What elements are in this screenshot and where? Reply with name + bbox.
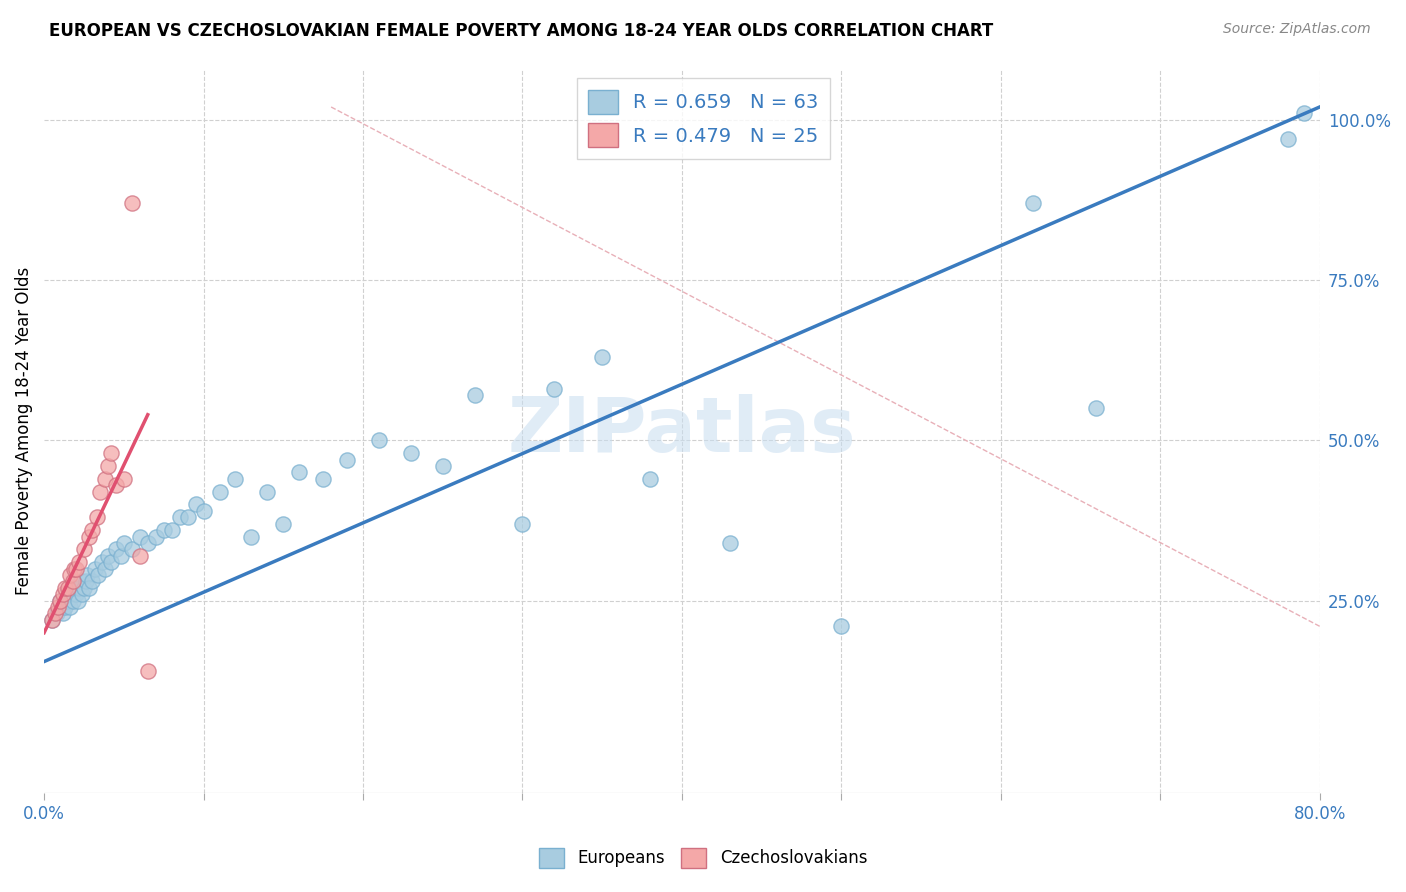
Point <box>89 484 111 499</box>
Point <box>100 555 122 569</box>
Point <box>63 581 86 595</box>
Point <box>432 458 454 473</box>
Point <box>59 568 82 582</box>
Point <box>368 434 391 448</box>
Point <box>184 498 207 512</box>
Point <box>80 523 103 537</box>
Y-axis label: Female Poverty Among 18-24 Year Olds: Female Poverty Among 18-24 Year Olds <box>15 267 32 595</box>
Point <box>49 593 72 607</box>
Point <box>69 574 91 589</box>
Point <box>512 516 534 531</box>
Point <box>399 446 422 460</box>
Point <box>63 561 86 575</box>
Point <box>193 504 215 518</box>
Point <box>128 529 150 543</box>
Point <box>100 446 122 460</box>
Point <box>49 593 72 607</box>
Point <box>75 574 97 589</box>
Point <box>97 458 120 473</box>
Point <box>176 510 198 524</box>
Point <box>104 542 127 557</box>
Point <box>48 600 70 615</box>
Point <box>52 587 75 601</box>
Text: Source: ZipAtlas.com: Source: ZipAtlas.com <box>1223 22 1371 37</box>
Point <box>312 472 335 486</box>
Point <box>44 607 66 621</box>
Point <box>121 542 143 557</box>
Point <box>169 510 191 524</box>
Legend: R = 0.659   N = 63, R = 0.479   N = 25: R = 0.659 N = 63, R = 0.479 N = 25 <box>576 78 830 159</box>
Point <box>288 466 311 480</box>
Point <box>80 574 103 589</box>
Point <box>240 529 263 543</box>
Point <box>464 388 486 402</box>
Point <box>110 549 132 563</box>
Point <box>62 574 84 589</box>
Point <box>136 664 159 678</box>
Point <box>224 472 246 486</box>
Point <box>66 593 89 607</box>
Point <box>591 350 613 364</box>
Point <box>121 196 143 211</box>
Point <box>41 613 63 627</box>
Point <box>160 523 183 537</box>
Point <box>830 619 852 633</box>
Point <box>718 536 741 550</box>
Point <box>77 529 100 543</box>
Point <box>104 478 127 492</box>
Point <box>84 561 107 575</box>
Point <box>1292 106 1315 120</box>
Point <box>60 587 83 601</box>
Point <box>638 472 661 486</box>
Point <box>55 587 77 601</box>
Point <box>93 561 115 575</box>
Point <box>93 472 115 486</box>
Point <box>145 529 167 543</box>
Point <box>256 484 278 499</box>
Text: ZIPatlas: ZIPatlas <box>508 393 856 467</box>
Point <box>49 600 72 615</box>
Point <box>53 581 76 595</box>
Point <box>53 600 76 615</box>
Point <box>62 593 84 607</box>
Point <box>67 555 90 569</box>
Point <box>73 542 96 557</box>
Point <box>152 523 174 537</box>
Point <box>271 516 294 531</box>
Point <box>67 581 90 595</box>
Point <box>1085 401 1108 416</box>
Point <box>90 555 112 569</box>
Point <box>1277 132 1299 146</box>
Point <box>73 581 96 595</box>
Legend: Europeans, Czechoslovakians: Europeans, Czechoslovakians <box>531 841 875 875</box>
Point <box>543 382 565 396</box>
Point <box>112 536 135 550</box>
Point <box>41 613 63 627</box>
Point <box>59 600 82 615</box>
Point <box>77 581 100 595</box>
Point <box>112 472 135 486</box>
Point <box>86 510 108 524</box>
Point <box>65 587 87 601</box>
Point <box>1021 196 1043 211</box>
Text: EUROPEAN VS CZECHOSLOVAKIAN FEMALE POVERTY AMONG 18-24 YEAR OLDS CORRELATION CHA: EUROPEAN VS CZECHOSLOVAKIAN FEMALE POVER… <box>49 22 994 40</box>
Point <box>208 484 231 499</box>
Point <box>136 536 159 550</box>
Point <box>56 581 79 595</box>
Point <box>87 568 110 582</box>
Point <box>128 549 150 563</box>
Point <box>56 593 79 607</box>
Point <box>72 587 94 601</box>
Point <box>97 549 120 563</box>
Point <box>52 607 75 621</box>
Point <box>45 607 67 621</box>
Point <box>76 568 98 582</box>
Point <box>65 561 87 575</box>
Point <box>336 452 359 467</box>
